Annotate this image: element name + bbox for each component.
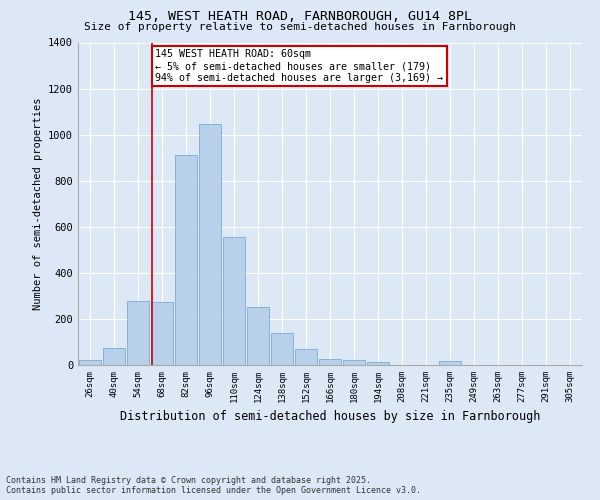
Bar xyxy=(343,360,365,365)
Bar xyxy=(151,302,173,365)
Bar xyxy=(295,349,317,365)
Bar xyxy=(439,361,461,365)
Bar xyxy=(127,300,149,365)
Text: 145, WEST HEATH ROAD, FARNBOROUGH, GU14 8PL: 145, WEST HEATH ROAD, FARNBOROUGH, GU14 … xyxy=(128,10,472,23)
Bar xyxy=(367,362,389,365)
Text: Contains HM Land Registry data © Crown copyright and database right 2025.
Contai: Contains HM Land Registry data © Crown c… xyxy=(6,476,421,495)
Bar xyxy=(223,237,245,365)
Bar xyxy=(319,359,341,365)
Bar xyxy=(175,156,197,365)
X-axis label: Distribution of semi-detached houses by size in Farnborough: Distribution of semi-detached houses by … xyxy=(120,410,540,424)
Bar xyxy=(199,124,221,365)
Bar xyxy=(247,308,269,365)
Text: Size of property relative to semi-detached houses in Farnborough: Size of property relative to semi-detach… xyxy=(84,22,516,32)
Bar xyxy=(79,360,101,365)
Y-axis label: Number of semi-detached properties: Number of semi-detached properties xyxy=(32,98,43,310)
Text: 145 WEST HEATH ROAD: 60sqm
← 5% of semi-detached houses are smaller (179)
94% of: 145 WEST HEATH ROAD: 60sqm ← 5% of semi-… xyxy=(155,50,443,82)
Bar xyxy=(103,348,125,365)
Bar xyxy=(271,333,293,365)
